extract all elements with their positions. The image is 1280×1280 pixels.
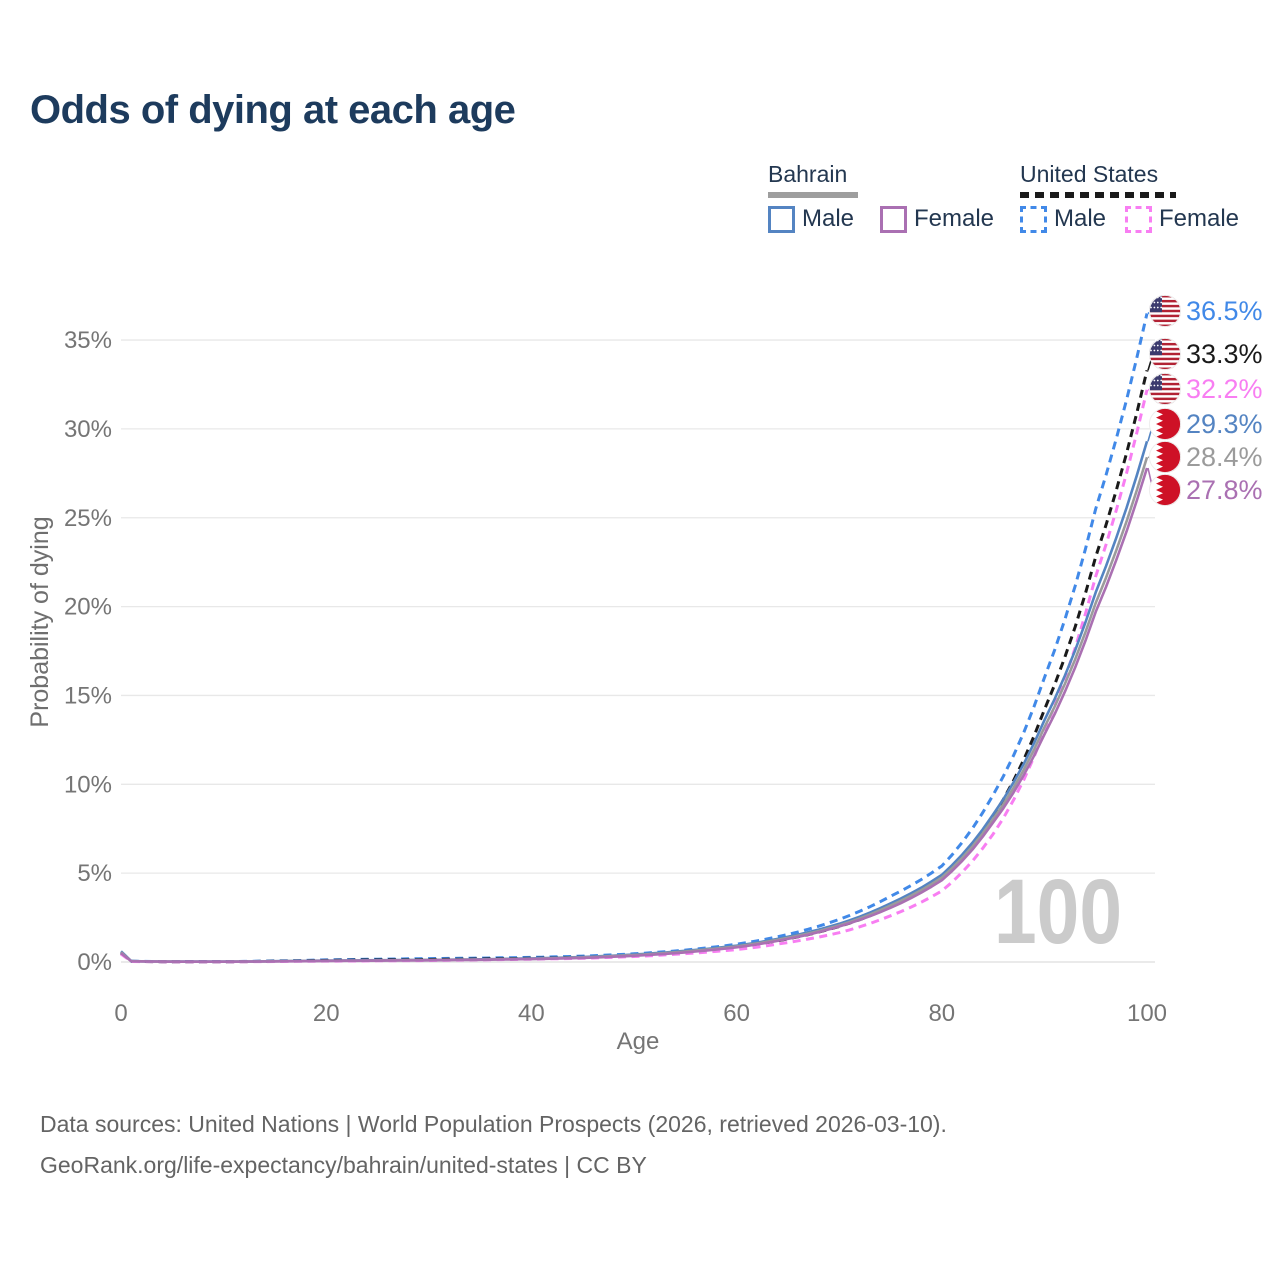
us-flag-icon <box>1149 373 1181 405</box>
legend-item-label: Female <box>1159 205 1240 232</box>
bahrain-flag-icon <box>1149 441 1181 473</box>
end-value-label: 28.4% <box>1186 442 1263 472</box>
x-tick-label: 60 <box>723 1000 750 1027</box>
end-value-label: 27.8% <box>1186 475 1263 505</box>
bahrain-flag-icon <box>1149 408 1181 440</box>
y-tick-label: 30% <box>64 416 112 443</box>
footer-attribution: GeoRank.org/life-expectancy/bahrain/unit… <box>40 1152 647 1178</box>
us-male-swatch-icon <box>1020 205 1047 233</box>
flag-ring <box>1148 294 1182 328</box>
legend-item-us-male[interactable]: Male <box>1020 205 1106 233</box>
legend-underline-bahrain <box>768 192 858 198</box>
legend-group-united-states[interactable]: United States <box>1020 161 1159 187</box>
y-tick-label: 10% <box>64 771 112 798</box>
us-female-swatch-icon <box>1125 205 1152 233</box>
x-tick-label: 100 <box>1127 1000 1167 1027</box>
flag-ring <box>1148 337 1182 371</box>
age-counter-watermark: 100 <box>994 861 1122 963</box>
bahrain-male-swatch-icon <box>768 205 795 233</box>
end-value-label: 32.2% <box>1186 374 1263 404</box>
end-value-label: 33.3% <box>1186 339 1263 369</box>
legend-item-bahrain-female[interactable]: Female <box>880 205 994 233</box>
y-axis-title: Probability of dying <box>26 516 54 727</box>
flag-ring <box>1148 372 1182 406</box>
end-value-label: 29.3% <box>1186 409 1263 439</box>
flag-ring <box>1148 440 1182 474</box>
legend-item-label: Male <box>1054 205 1107 232</box>
y-tick-label: 25% <box>64 505 112 532</box>
legend-group-bahrain[interactable]: Bahrain <box>768 161 848 187</box>
x-tick-label: 20 <box>313 1000 340 1027</box>
legend-item-label: Female <box>914 205 995 232</box>
y-tick-label: 20% <box>64 594 112 621</box>
y-tick-label: 5% <box>77 860 112 887</box>
bahrain-female-swatch-icon <box>880 205 907 233</box>
flag-ring <box>1148 473 1182 507</box>
x-axis-title: Age <box>617 1028 660 1055</box>
legend-item-label: Male <box>802 205 855 232</box>
end-value-label: 36.5% <box>1186 296 1263 326</box>
bahrain-flag-icon <box>1149 474 1181 506</box>
legend-item-us-female[interactable]: Female <box>1125 205 1239 233</box>
legend-underline-united-states <box>1020 192 1176 198</box>
series-line-bahrain-female <box>120 467 1149 963</box>
us-flag-icon <box>1149 338 1181 370</box>
page-title: Odds of dying at each age <box>30 88 516 132</box>
us-flag-icon <box>1149 295 1181 327</box>
flag-ring <box>1148 407 1182 441</box>
x-tick-label: 40 <box>518 1000 545 1027</box>
y-tick-label: 35% <box>64 327 112 354</box>
footer-data-sources: Data sources: United Nations | World Pop… <box>40 1111 947 1137</box>
x-tick-label: 80 <box>928 1000 955 1027</box>
x-tick-label: 0 <box>114 1000 127 1027</box>
footer: Data sources: United Nations | World Pop… <box>40 1104 947 1186</box>
y-tick-label: 15% <box>64 682 112 709</box>
y-tick-label: 0% <box>77 949 112 976</box>
legend-item-bahrain-male[interactable]: Male <box>768 205 854 233</box>
